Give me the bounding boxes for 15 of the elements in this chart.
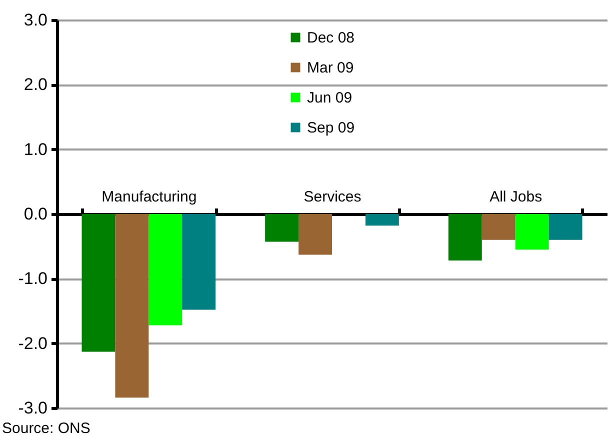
x-tick-label: Services [304, 188, 362, 206]
x-tick-label: Manufacturing [102, 188, 197, 206]
legend-label: Jun 09 [307, 90, 352, 106]
y-tick-label: 1.0 [24, 140, 48, 159]
x-tick-label: All Jobs [490, 188, 542, 206]
y-tick-label: -2.0 [18, 334, 48, 353]
legend-label: Mar 09 [307, 60, 354, 76]
legend-label: Dec 08 [307, 30, 355, 46]
y-tick-label: 0.0 [24, 204, 48, 224]
legend-label: Sep 09 [307, 120, 355, 136]
y-tick-label: 2.0 [24, 75, 48, 94]
y-tick-label: -3.0 [18, 398, 48, 418]
source-note: Source: ONS [2, 420, 90, 437]
y-tick-label: 3.0 [24, 10, 48, 30]
y-tick-label: -1.0 [18, 269, 48, 288]
